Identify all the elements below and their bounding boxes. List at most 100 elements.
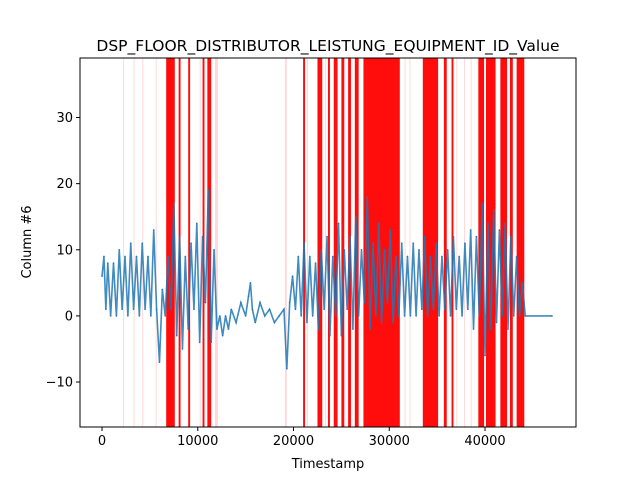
data-point xyxy=(426,315,429,317)
data-point xyxy=(224,315,227,317)
data-point xyxy=(380,321,383,324)
data-point xyxy=(170,308,172,311)
data-point xyxy=(492,209,495,211)
data-point xyxy=(300,315,302,317)
data-point xyxy=(249,282,252,284)
data-point xyxy=(181,348,184,350)
anomaly-band-faint xyxy=(199,58,201,427)
data-point xyxy=(198,341,201,344)
data-point xyxy=(375,315,377,317)
data-point xyxy=(510,235,512,238)
data-point xyxy=(144,308,146,311)
data-point xyxy=(227,328,230,330)
anomaly-band-faint xyxy=(456,58,458,427)
data-point xyxy=(268,308,271,311)
data-point xyxy=(178,235,181,238)
data-point xyxy=(366,196,369,198)
data-point xyxy=(112,262,115,264)
data-point xyxy=(369,328,371,330)
data-point xyxy=(377,222,380,225)
data-point xyxy=(395,255,397,258)
data-point xyxy=(244,315,247,317)
data-point xyxy=(306,321,308,324)
anomaly-band xyxy=(516,58,525,427)
data-point xyxy=(326,235,328,238)
data-point xyxy=(323,308,325,311)
data-point xyxy=(363,301,366,304)
anomaly-band xyxy=(363,58,400,427)
anomaly-band xyxy=(188,58,191,427)
x-tick-label: 0 xyxy=(98,434,106,449)
data-point xyxy=(167,255,169,258)
data-point xyxy=(118,248,121,251)
data-point xyxy=(455,308,458,311)
data-point xyxy=(489,328,492,330)
data-point xyxy=(286,368,288,370)
data-point xyxy=(204,301,207,304)
data-point xyxy=(106,262,109,264)
data-point xyxy=(423,235,426,238)
data-point xyxy=(235,321,237,324)
anomaly-band xyxy=(166,58,175,427)
data-point xyxy=(487,222,489,225)
data-point xyxy=(158,361,161,363)
y-tick-label: 30 xyxy=(56,111,73,126)
data-point xyxy=(175,334,178,337)
data-point xyxy=(193,308,195,311)
data-point xyxy=(507,328,509,330)
data-point xyxy=(152,229,155,231)
data-point xyxy=(458,255,460,258)
data-point xyxy=(173,202,175,205)
anomaly-band xyxy=(443,58,447,427)
data-point xyxy=(221,334,224,337)
data-point xyxy=(101,275,103,278)
data-point xyxy=(472,328,475,330)
data-point xyxy=(403,315,406,317)
data-point xyxy=(161,288,164,291)
data-point xyxy=(155,308,158,311)
anomaly-band-faint xyxy=(123,58,125,427)
data-point xyxy=(207,189,210,192)
anomaly-band xyxy=(333,58,338,427)
x-tick-label: 20000 xyxy=(273,434,314,449)
data-point xyxy=(518,315,521,317)
data-point xyxy=(213,248,215,251)
anomaly-band xyxy=(485,58,496,427)
data-point xyxy=(283,308,285,311)
data-point xyxy=(343,248,346,251)
anomaly-band xyxy=(328,58,330,427)
data-point xyxy=(109,315,112,317)
data-point xyxy=(317,328,320,330)
anomaly-band xyxy=(422,58,439,427)
y-tick-label: 0 xyxy=(65,309,73,324)
data-point xyxy=(372,242,374,244)
anomaly-band-faint xyxy=(404,58,406,427)
data-point xyxy=(291,275,294,278)
data-point xyxy=(150,315,152,317)
data-point xyxy=(251,308,254,311)
series-line-layer xyxy=(101,189,553,370)
data-point xyxy=(498,229,501,231)
data-point xyxy=(354,215,357,218)
y-tick-label: 20 xyxy=(56,177,73,192)
data-point xyxy=(273,321,276,324)
data-point xyxy=(230,308,233,311)
data-point xyxy=(383,248,386,251)
data-point xyxy=(421,308,423,311)
anomaly-band-faint xyxy=(284,58,287,427)
data-point xyxy=(138,315,141,317)
data-point xyxy=(288,301,291,304)
data-point xyxy=(187,328,190,330)
data-point xyxy=(210,341,212,344)
data-point xyxy=(524,315,527,317)
data-point xyxy=(504,222,506,225)
x-axis-label: Timestamp xyxy=(291,457,365,472)
data-point xyxy=(278,315,280,317)
data-point xyxy=(294,308,297,311)
data-point xyxy=(452,235,455,238)
data-point xyxy=(515,255,518,258)
data-point xyxy=(349,235,351,238)
data-point xyxy=(429,255,432,258)
data-point xyxy=(329,334,331,337)
